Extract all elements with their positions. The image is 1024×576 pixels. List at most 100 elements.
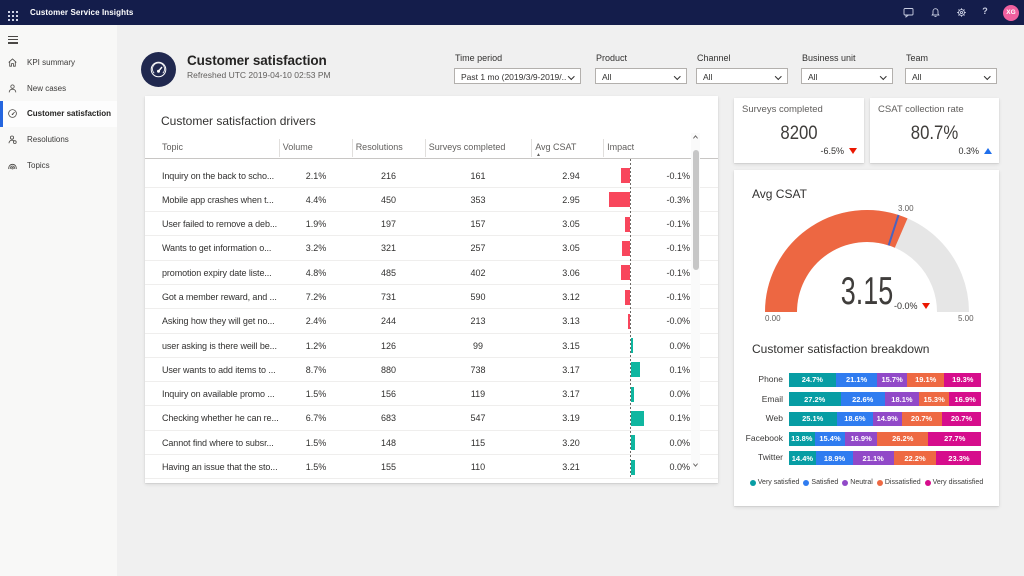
breakdown-segment[interactable]: 21.1% — [836, 372, 877, 387]
impact-bar — [630, 411, 644, 427]
column-header-avg-csat[interactable]: Avg CSAT — [535, 142, 577, 152]
sidebar-item-resolutions[interactable]: Resolutions — [0, 127, 117, 153]
sidebar-item-customer-satisfaction[interactable]: Customer satisfaction — [0, 100, 117, 127]
breakdown-segment[interactable]: 16.9% — [844, 431, 878, 446]
table-row[interactable]: Got a member reward, and ... 7.2% 731 590 3.… — [145, 285, 718, 310]
cell-avg-csat: 3.17 — [562, 389, 580, 400]
breakdown-segment[interactable]: 16.9% — [948, 392, 982, 407]
cell-surveys-completed: 590 — [470, 291, 486, 302]
breakdown-segment[interactable]: 27.2% — [788, 392, 841, 407]
table-row[interactable]: Having an issue that the sto... 1.5% 155 11… — [145, 455, 718, 480]
legend-item-very-satisfied[interactable]: Very satisfied — [749, 479, 799, 486]
user-avatar[interactable]: XG — [1003, 4, 1019, 21]
table-row[interactable]: Mobile app crashes when t... 4.4% 450 353 2.… — [145, 188, 718, 213]
cell-resolutions: 450 — [380, 194, 397, 205]
legend-item-neutral[interactable]: Neutral — [842, 479, 873, 486]
table-row[interactable]: promotion expiry date liste... 4.8% 485 402… — [145, 261, 718, 285]
segment-value: 25.1% — [802, 414, 824, 424]
breakdown-segment[interactable]: 15.7% — [876, 372, 908, 387]
column-header-surveys-completed[interactable]: Surveys completed — [428, 142, 506, 152]
breakdown-segment[interactable]: 26.2% — [877, 431, 929, 446]
breakdown-segment[interactable]: 18.9% — [816, 451, 853, 466]
cell-resolutions: 155 — [380, 462, 397, 473]
scrollbar-down-arrow[interactable] — [691, 461, 700, 470]
cell-impact: 0.1% — [669, 413, 690, 424]
waffle-menu-icon[interactable] — [8, 8, 18, 21]
sidebar-nav: KPI summary New cases Customer satisfactio… — [0, 25, 117, 576]
cell-topic: Cannot find where to subsr... — [162, 437, 274, 448]
drivers-card: Customer satisfaction drivers Topic Volum… — [145, 96, 718, 483]
breakdown-segment[interactable]: 27.7% — [928, 431, 982, 446]
column-header-volume[interactable]: Volume — [282, 142, 313, 152]
filter-dropdown[interactable]: All — [801, 68, 893, 84]
hamburger-menu-icon[interactable] — [8, 36, 18, 44]
column-header-resolutions[interactable]: Resolutions — [355, 142, 403, 152]
app-title: Customer Service Insights — [30, 8, 134, 17]
cell-topic: Got a member reward, and ... — [162, 291, 277, 302]
cell-surveys-completed: 547 — [470, 413, 486, 424]
column-header-impact[interactable]: Impact — [607, 142, 635, 152]
breakdown-segment[interactable]: 15.4% — [815, 431, 845, 446]
filter-dropdown[interactable]: Past 1 mo (2019/3/9-2019/... — [454, 68, 581, 84]
cell-avg-csat: 2.94 — [562, 170, 580, 181]
breakdown-segment[interactable]: 14.4% — [788, 451, 817, 466]
breakdown-segment[interactable]: 19.1% — [907, 372, 945, 387]
scrollbar-up-arrow[interactable] — [691, 133, 700, 142]
breakdown-segment[interactable]: 19.3% — [944, 372, 982, 387]
notifications-bell-icon[interactable] — [930, 7, 941, 18]
breakdown-segment[interactable]: 22.2% — [893, 451, 937, 466]
segment-value: 18.6% — [844, 414, 866, 424]
table-row[interactable]: Inquiry on the back to scho... 2.1% 216 161… — [145, 164, 718, 188]
table-scrollbar[interactable] — [691, 133, 700, 470]
breakdown-segment[interactable]: 14.9% — [872, 411, 902, 426]
table-row[interactable]: Inquiry on available promo ... 1.5% 156 119… — [145, 382, 718, 407]
table-row[interactable]: user asking is there weill be... 1.2% 126 9… — [145, 334, 718, 358]
trend-up-icon — [984, 148, 992, 154]
breakdown-segment[interactable]: 20.7% — [941, 411, 982, 426]
cell-avg-csat: 3.05 — [562, 243, 580, 254]
legend-item-very-dissatisfied[interactable]: Very dissatisfied — [924, 479, 983, 486]
filter-dropdown[interactable]: All — [696, 68, 788, 84]
breakdown-row-phone: Phone 24.7% 21.1% 15.7% 19.1% 19.3% — [734, 370, 999, 390]
impact-bar — [625, 216, 630, 232]
breakdown-chart: Phone 24.7% 21.1% 15.7% 19.1% 19.3% Email 27.2%… — [734, 370, 999, 468]
feedback-icon[interactable] — [903, 7, 914, 18]
cell-topic: Wants to get information o... — [162, 243, 272, 254]
segment-value: 22.6% — [852, 394, 874, 404]
table-row[interactable]: User wants to add items to ... 8.7% 880 738… — [145, 358, 718, 383]
legend-item-satisfied[interactable]: Satisfied — [803, 479, 838, 486]
breakdown-segment[interactable]: 22.6% — [840, 392, 885, 407]
cell-topic: user asking is there weill be... — [162, 340, 277, 351]
filter-dropdown[interactable]: All — [595, 68, 687, 84]
filter-dropdown[interactable]: All — [905, 68, 997, 84]
table-row[interactable]: Checking whether he can re... 6.7% 683 547 3… — [145, 406, 718, 431]
breakdown-bar: 13.8% 15.4% 16.9% 26.2% 27.7% — [788, 431, 982, 446]
table-row[interactable]: Cannot find where to subsr... 1.5% 148 115 3… — [145, 431, 718, 456]
help-icon[interactable]: ? — [982, 6, 988, 16]
breakdown-segment[interactable]: 18.6% — [836, 411, 873, 426]
breakdown-segment[interactable]: 15.3% — [919, 392, 949, 407]
breakdown-segment[interactable]: 25.1% — [788, 411, 837, 426]
settings-gear-icon[interactable] — [956, 7, 967, 18]
breakdown-segment[interactable]: 23.3% — [936, 451, 982, 466]
kpi-card-csat-collection-rate: CSAT collection rate 80.7% 0.3% — [870, 98, 999, 163]
sidebar-item-topics[interactable]: Topics — [0, 152, 117, 178]
table-row[interactable]: User failed to remove a deb... 1.9% 197 157… — [145, 212, 718, 237]
breakdown-segment[interactable]: 18.1% — [884, 392, 920, 407]
table-row[interactable]: Asking how they will get no... 2.4% 244 213… — [145, 309, 718, 334]
top-app-bar: Customer Service Insights ? XG — [0, 0, 1024, 25]
column-separator — [352, 139, 353, 157]
sidebar-item-new-cases[interactable]: New cases — [0, 75, 117, 101]
cell-volume: 1.5% — [305, 437, 327, 448]
impact-bar — [621, 240, 630, 256]
breakdown-segment[interactable]: 20.7% — [901, 411, 942, 426]
scrollbar-thumb[interactable] — [692, 150, 699, 270]
person-check-icon — [8, 135, 17, 144]
table-row[interactable]: Wants to get information o... 3.2% 321 257 3… — [145, 236, 718, 261]
breakdown-segment[interactable]: 24.7% — [788, 372, 837, 387]
column-header-topic[interactable]: Topic — [162, 142, 184, 152]
legend-item-dissatisfied[interactable]: Dissatisfied — [876, 479, 921, 486]
breakdown-segment[interactable]: 13.8% — [788, 431, 816, 446]
breakdown-segment[interactable]: 21.1% — [852, 451, 894, 466]
sidebar-item-kpi-summary[interactable]: KPI summary — [0, 50, 117, 76]
